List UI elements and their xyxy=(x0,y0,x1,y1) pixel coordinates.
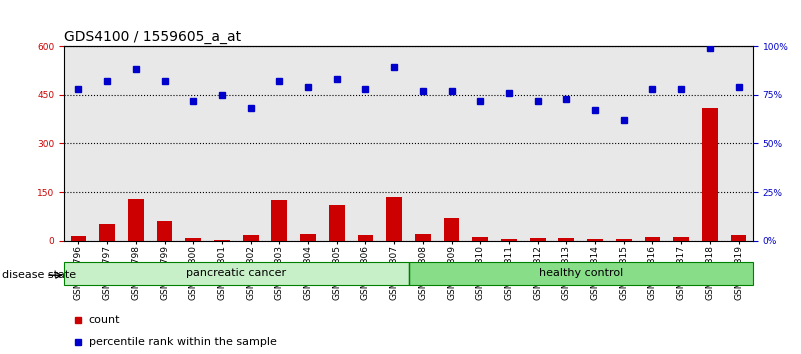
Bar xyxy=(93,46,122,241)
Bar xyxy=(294,46,322,241)
Bar xyxy=(351,46,380,241)
Text: percentile rank within the sample: percentile rank within the sample xyxy=(89,337,276,347)
Bar xyxy=(70,236,87,241)
Bar xyxy=(380,46,409,241)
Bar xyxy=(357,235,373,241)
Bar xyxy=(415,234,431,241)
Bar xyxy=(674,237,689,241)
Text: count: count xyxy=(89,315,120,325)
Bar xyxy=(444,218,460,241)
Bar xyxy=(581,46,610,241)
Text: healthy control: healthy control xyxy=(538,268,623,279)
Bar xyxy=(645,238,660,241)
Bar xyxy=(702,108,718,241)
Bar xyxy=(179,46,207,241)
Bar xyxy=(666,46,695,241)
Bar xyxy=(150,46,179,241)
Bar xyxy=(552,46,581,241)
Bar xyxy=(64,46,93,241)
Bar xyxy=(466,46,494,241)
Bar xyxy=(272,200,288,241)
Bar xyxy=(185,238,201,241)
Bar xyxy=(128,199,143,241)
Bar xyxy=(501,239,517,241)
Bar xyxy=(529,238,545,241)
Text: GDS4100 / 1559605_a_at: GDS4100 / 1559605_a_at xyxy=(64,30,241,44)
Bar xyxy=(695,46,724,241)
Bar xyxy=(437,46,466,241)
Bar xyxy=(99,224,115,241)
Bar xyxy=(329,205,344,241)
Bar xyxy=(409,262,753,285)
Bar xyxy=(731,235,747,241)
Bar xyxy=(587,239,603,241)
Bar xyxy=(243,235,259,241)
Bar xyxy=(558,238,574,241)
Bar xyxy=(409,46,437,241)
Bar xyxy=(236,46,265,241)
Bar xyxy=(214,240,230,241)
Bar xyxy=(122,46,150,241)
Bar xyxy=(523,46,552,241)
Bar xyxy=(157,221,172,241)
Bar xyxy=(300,234,316,241)
Bar xyxy=(724,46,753,241)
Bar xyxy=(610,46,638,241)
Text: pancreatic cancer: pancreatic cancer xyxy=(186,268,286,279)
Bar xyxy=(616,239,632,241)
Bar xyxy=(207,46,236,241)
Text: disease state: disease state xyxy=(2,270,76,280)
Bar xyxy=(494,46,523,241)
Bar xyxy=(265,46,294,241)
Bar xyxy=(386,197,402,241)
Bar xyxy=(638,46,666,241)
Bar xyxy=(64,262,409,285)
Bar xyxy=(473,237,488,241)
Bar xyxy=(322,46,351,241)
